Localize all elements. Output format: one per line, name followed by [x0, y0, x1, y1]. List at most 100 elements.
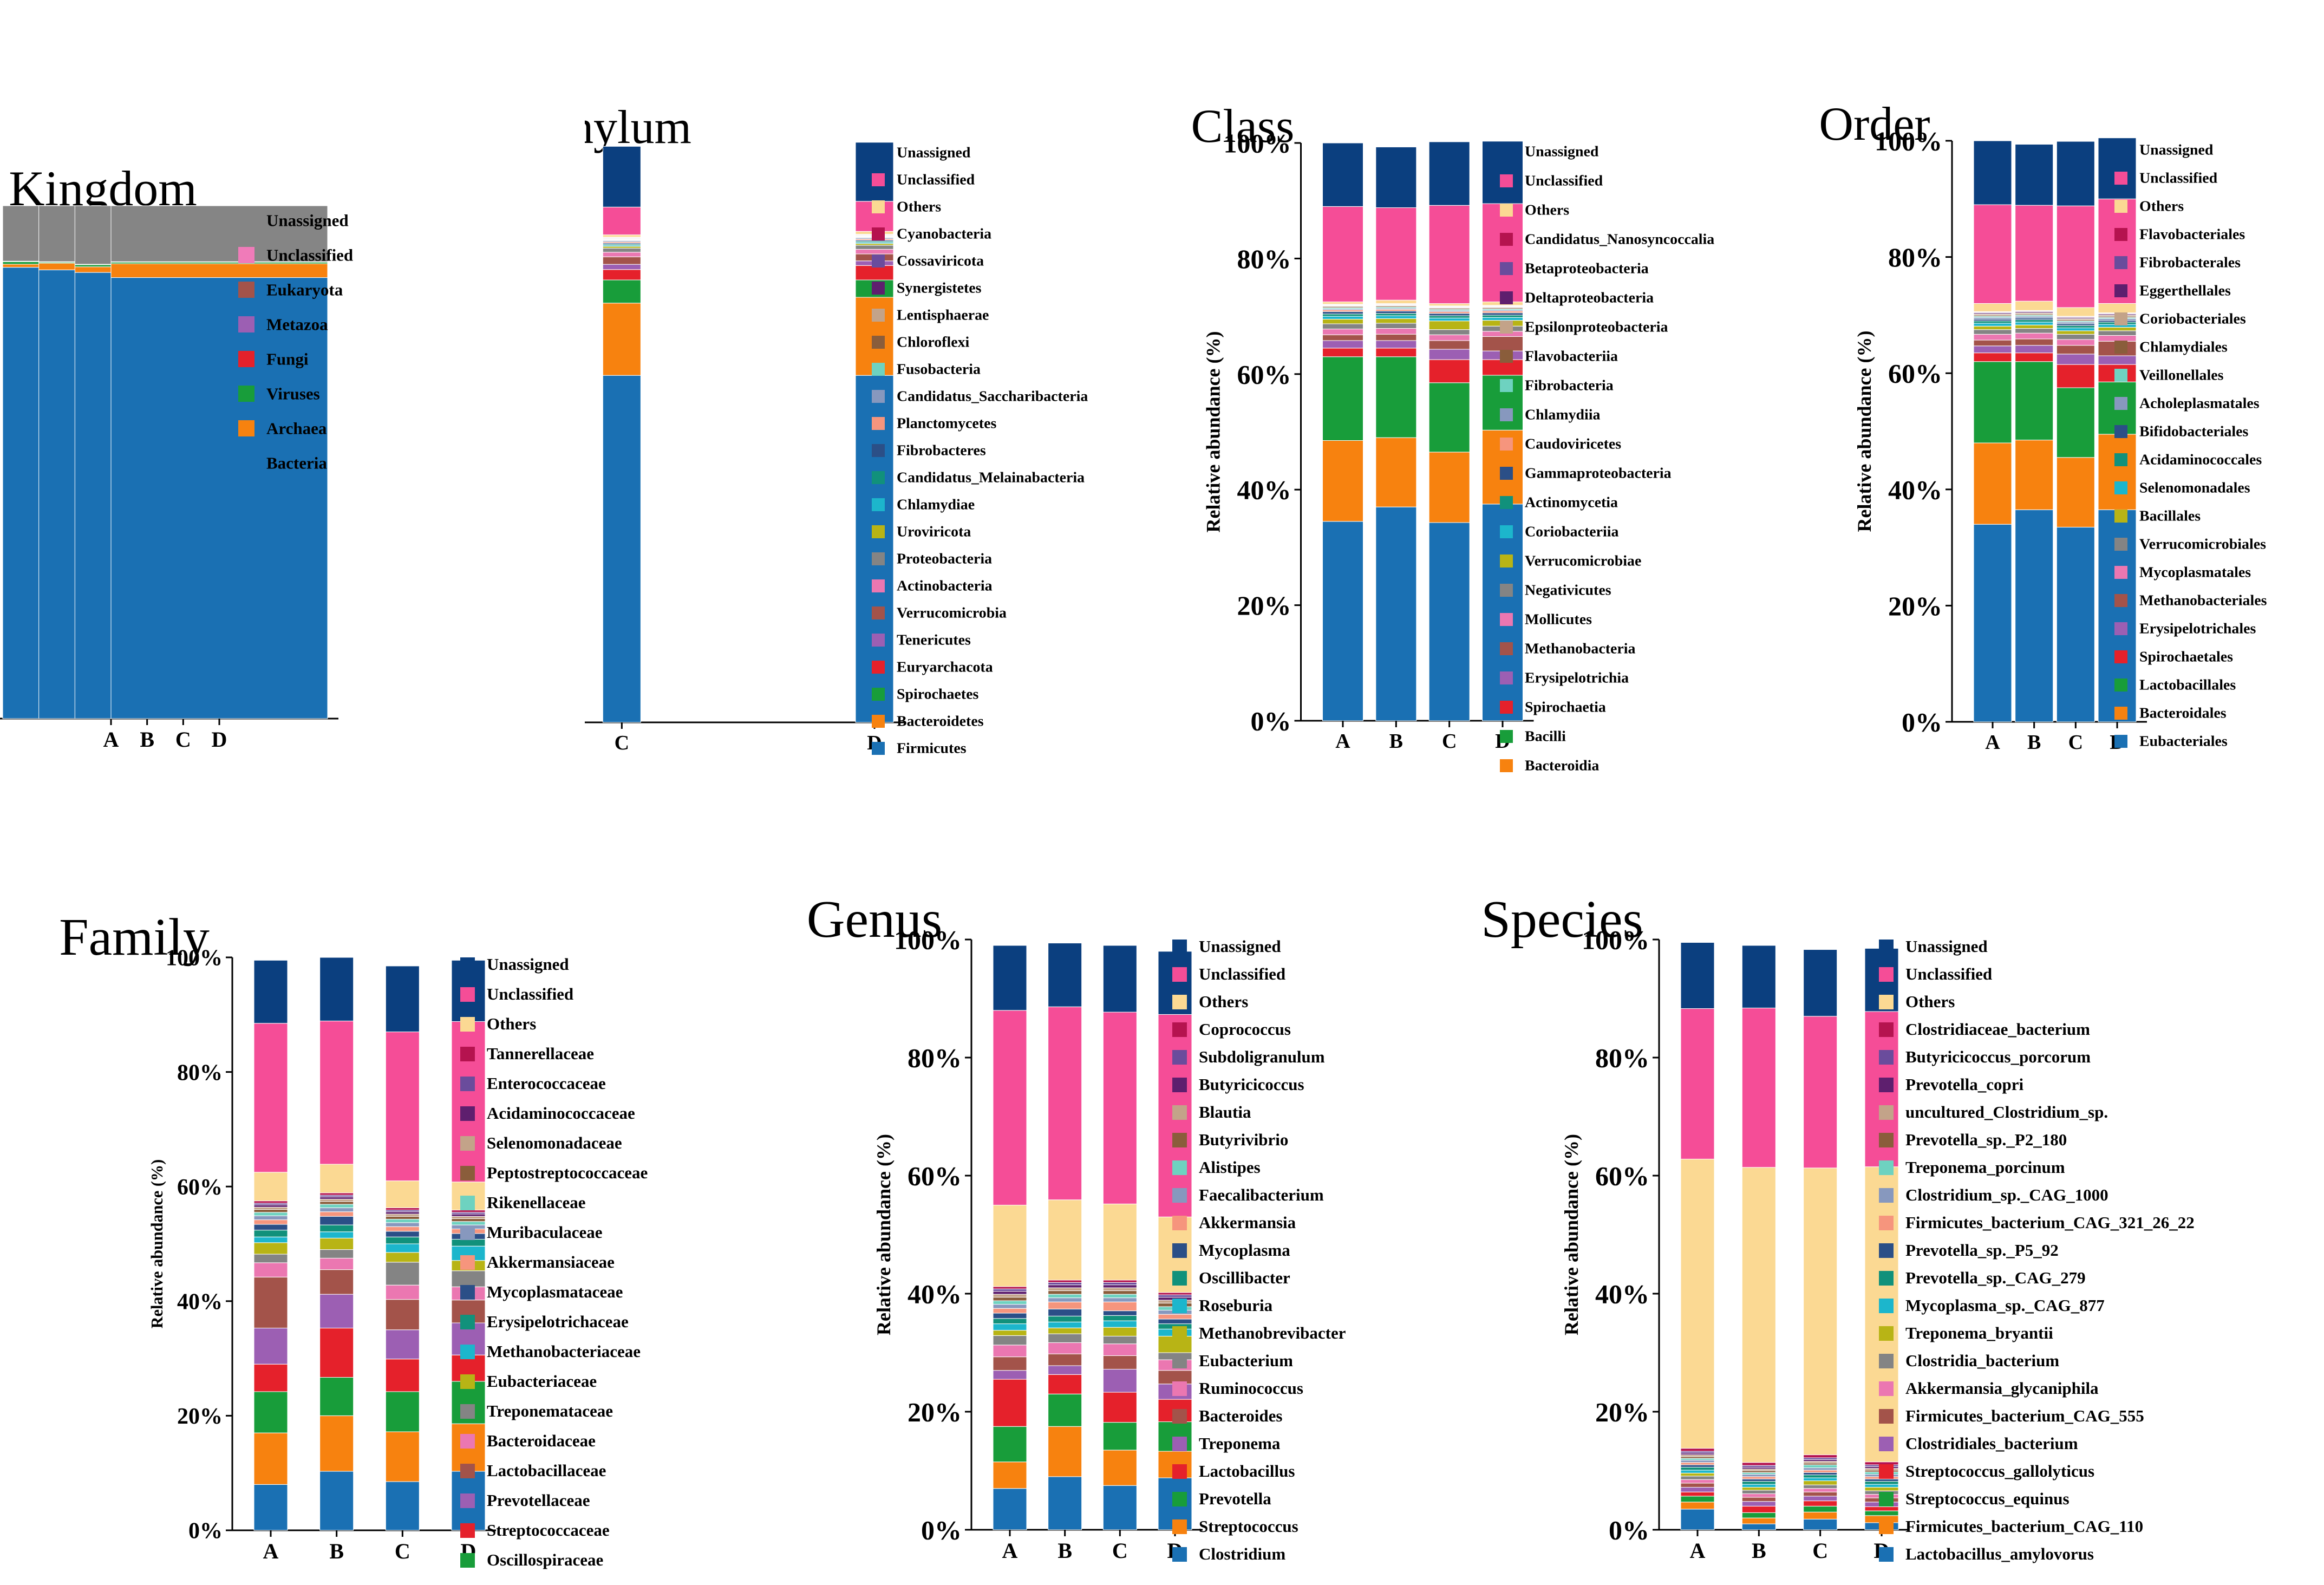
legend-swatch-spirochaetes	[872, 688, 885, 701]
bar-b-firmicutes-bacterium-cag-555	[1741, 1497, 1776, 1502]
bar-b-verrucomicrobiales	[2015, 328, 2054, 334]
x-tick-label: C	[615, 732, 629, 754]
legend-swatch-blautia	[1172, 1105, 1187, 1120]
bar-b-blautia	[1048, 1287, 1082, 1292]
bar-b-streptococcus-equinus	[1741, 1512, 1776, 1518]
legend-swatch-prevotella-sp-p2-180	[1879, 1133, 1894, 1147]
legend-label-uncultured-clostridium-sp: uncultured_Clostridium_sp.	[1905, 1103, 2108, 1121]
y-tick-label: 40%	[177, 1290, 223, 1315]
bar-b-clostridiaceae-bacterium	[1741, 1462, 1776, 1466]
legend-swatch-unassigned	[872, 146, 885, 159]
legend-label-eukaryota: Eukaryota	[266, 281, 343, 299]
bar-d-subdoligranulum	[1158, 1294, 1192, 1298]
bar-c-negativicutes	[1428, 329, 1470, 335]
bar-b-eubacteriaceae	[319, 1237, 354, 1250]
bar-b-unassigned	[2015, 144, 2054, 206]
bar-a-lactobacillaceae	[253, 1276, 288, 1329]
legend-label-selenomonadaceae: Selenomonadaceae	[487, 1133, 622, 1152]
bar-d-coprococcus	[1158, 1292, 1192, 1295]
bar-a-coprococcus	[993, 1286, 1027, 1289]
bar-d-gammaproteobacteria	[1482, 312, 1523, 316]
bar-d-clostridiaceae	[451, 1471, 486, 1531]
bar-a-eubacteriaceae	[253, 1242, 288, 1255]
bar-c-prevotella-sp-cag-279	[1803, 1475, 1838, 1478]
legend-swatch-mycoplasmataceae	[460, 1285, 475, 1300]
legend-swatch-akkermansiaceae	[460, 1255, 475, 1270]
bar-a-others	[1322, 301, 1363, 305]
bar-c-prevotella-sp-p5-92	[1803, 1472, 1838, 1476]
bar-c-spirochaetales	[2056, 364, 2095, 388]
legend-swatch-metazoa	[238, 316, 254, 332]
legend-label-unassigned: Unassigned	[2139, 141, 2214, 158]
chart-svg: Phylum0%20%40%60%80%100%Relative abundan…	[0, 101, 1088, 756]
bar-c-tenericutes	[602, 264, 641, 270]
bar-b-butyrivibrio	[1048, 1290, 1082, 1295]
bar-a-mycoplasmataceae	[253, 1224, 288, 1231]
bar-b-methanobrevibacter	[1048, 1327, 1082, 1334]
bar-a-selenomonadales	[1973, 323, 2012, 327]
chart-svg: Kingdom0%20%40%60%80%100%Relative abunda…	[0, 161, 353, 752]
bar-b-clostridium-sp-cag-1000	[1741, 1474, 1776, 1477]
legend-swatch-streptococcus	[1172, 1519, 1187, 1534]
legend-swatch-unclassified	[2114, 172, 2127, 185]
bar-c-methanobacteria	[1428, 340, 1470, 350]
legend-label-epsilonproteobacteria: Epsilonproteobacteria	[1525, 318, 1668, 335]
legend-label-mollicutes: Mollicutes	[1525, 611, 1592, 628]
y-tick-label: 100%	[894, 925, 962, 955]
bar-b-subdoligranulum	[1048, 1282, 1082, 1286]
legend-label-acidaminococcaceae: Acidaminococcaceae	[487, 1104, 635, 1123]
legend-label-tenericutes: Tenericutes	[897, 631, 971, 648]
legend-label-treponema-bryantii: Treponema_bryantii	[1905, 1323, 2053, 1342]
bar-b-others	[1741, 1167, 1776, 1463]
legend-label-eubacteriales: Eubacteriales	[2139, 733, 2228, 749]
bar-a-unclassified	[993, 1010, 1027, 1206]
bar-d-tannerellaceae	[451, 1210, 486, 1213]
legend-swatch-unassigned	[1172, 940, 1187, 954]
legend-swatch-unassigned	[238, 212, 254, 229]
bar-b-butyricicoccus	[1048, 1284, 1082, 1288]
legend-label-bacteroides: Bacteroides	[1199, 1406, 1282, 1425]
legend-swatch-methanobacteriales	[2114, 594, 2127, 607]
legend-swatch-cyanobacteria	[872, 227, 885, 240]
legend-swatch-deltaproteobacteria	[1500, 291, 1513, 304]
bar-c-treponema-porcinum	[1803, 1464, 1838, 1469]
legend-label-tannerellaceae: Tannerellaceae	[487, 1044, 594, 1063]
bar-b-erysipelotrichia	[1375, 340, 1417, 349]
legend-swatch-fibrobacteria	[1500, 379, 1513, 392]
bar-a-tannerellaceae	[253, 1201, 288, 1204]
bar-d-archaea	[110, 263, 328, 278]
legend-swatch-clostridia-bacterium	[1879, 1354, 1894, 1368]
bar-a-streptococcus-gallolyticus	[1680, 1491, 1715, 1497]
legend-label-lentisphaerae: Lentisphaerae	[897, 306, 989, 323]
bar-a-firmicutes-bacterium-cag-321-26-22	[1680, 1462, 1715, 1465]
legend-swatch-fungi	[238, 351, 254, 367]
bar-d-clostridia	[1482, 504, 1523, 721]
bar-c-treponema-bryantii	[1803, 1480, 1838, 1485]
legend-label-selenomonadales: Selenomonadales	[2139, 479, 2250, 496]
bar-a-gammaproteobacteria	[1322, 311, 1363, 315]
bar-a-actinomycetia	[1322, 314, 1363, 317]
bar-b-erysipelotrichales	[2015, 345, 2054, 354]
bar-b-prevotella-sp-p5-92	[1741, 1478, 1776, 1482]
bar-c-clostridia	[1428, 522, 1470, 721]
bar-a-unassigned	[1973, 140, 2012, 205]
legend-swatch-butyrivibrio	[1172, 1133, 1187, 1147]
bar-c-bacteroidaceae	[385, 1284, 420, 1300]
bar-d-streptococcus-equinus	[1864, 1510, 1899, 1516]
bar-c-unclassified	[385, 1032, 420, 1182]
chart-title: Order	[1819, 98, 1930, 151]
bar-b-coriobacteriia	[1375, 315, 1417, 319]
legend-label-subdoligranulum: Subdoligranulum	[1199, 1047, 1325, 1066]
bar-b-alistipes	[1048, 1294, 1082, 1299]
bar-c-mycoplasma	[1102, 1310, 1137, 1316]
legend-swatch-bacteroidales	[2114, 707, 2127, 720]
bar-a-streptococcaceae	[253, 1364, 288, 1392]
bar-a-bacilli	[1322, 356, 1363, 441]
bar-a-akkermansiaceae	[253, 1219, 288, 1225]
bar-b-bacteroides	[1048, 1353, 1082, 1366]
bar-a-akkermansia-glycaniphila	[1680, 1479, 1715, 1484]
bar-c-butyricicoccus	[1102, 1284, 1137, 1288]
legend-swatch-uroviricota	[872, 525, 885, 538]
legend-swatch-bacilli	[1500, 730, 1513, 743]
legend-label-bifidobacteriales: Bifidobacteriales	[2139, 423, 2249, 440]
